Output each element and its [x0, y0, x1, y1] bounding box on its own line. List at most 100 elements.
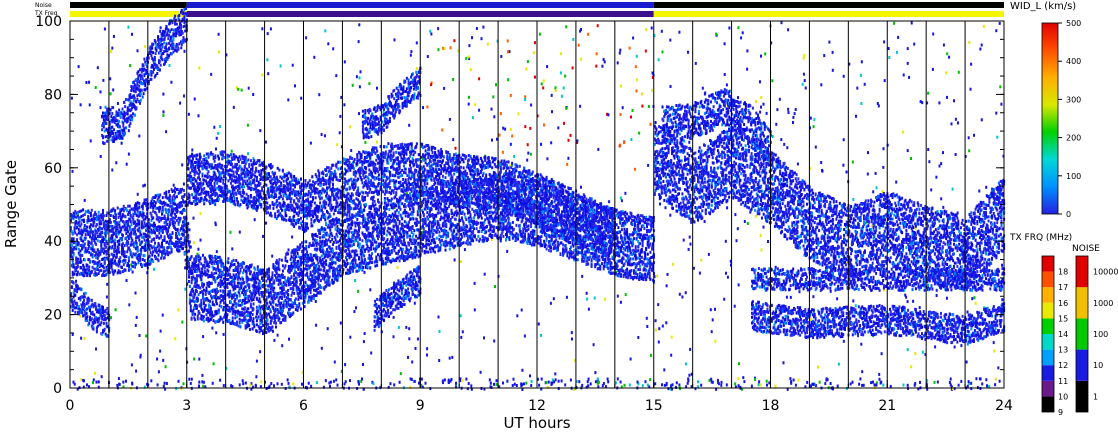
speckle [510, 94, 512, 97]
speckle [647, 164, 649, 167]
echo-cell [131, 239, 133, 242]
echo-cell [164, 256, 166, 259]
speckle [893, 22, 895, 25]
speckle [775, 385, 777, 388]
echo-cell [349, 230, 351, 233]
speckle [974, 296, 976, 299]
speckle [815, 146, 817, 149]
echo-cell [325, 259, 327, 262]
echo-cell [306, 251, 308, 254]
echo-cell [317, 262, 319, 265]
speckle [178, 380, 180, 383]
speckle [493, 115, 495, 118]
speckle [983, 25, 985, 28]
echo-cell [81, 248, 83, 251]
echo-cell [206, 313, 208, 316]
echo-cell [80, 260, 82, 263]
echo-cell [236, 275, 238, 278]
speckle [448, 381, 450, 384]
speckle [973, 134, 975, 137]
echo-cell [316, 239, 318, 242]
echo-cell [97, 248, 99, 251]
speckle [262, 235, 264, 238]
echo-cell [89, 260, 91, 263]
speckle [111, 169, 113, 172]
echo-cell [130, 220, 132, 223]
speckle [288, 248, 290, 251]
echo-cell [184, 193, 186, 196]
speckle [94, 372, 96, 375]
echo-cell [285, 284, 287, 287]
echo-cell [287, 293, 289, 296]
echo-cell [205, 293, 207, 296]
speckle [967, 311, 969, 314]
speckle [702, 87, 704, 90]
echo-cell [344, 220, 346, 223]
echo-cell [88, 241, 90, 244]
echo-cell [141, 236, 143, 239]
echo-cell [336, 247, 338, 250]
speckle [734, 382, 736, 385]
speckle [672, 383, 674, 386]
speckle [665, 206, 667, 209]
echo-cell [320, 279, 322, 282]
echo-cell [190, 246, 192, 249]
echo-cell [293, 278, 295, 281]
echo-cell [149, 248, 151, 251]
speckle [110, 50, 112, 53]
echo-cell [171, 251, 173, 254]
echo-cell [74, 210, 76, 213]
speckle [543, 79, 545, 82]
speckle [308, 382, 310, 385]
echo-cell [208, 265, 210, 268]
speckle [907, 348, 909, 351]
echo-cell [320, 286, 322, 289]
speckle [590, 382, 592, 385]
speckle [825, 379, 827, 382]
speckle [783, 143, 785, 146]
speckle [642, 384, 644, 387]
speckle [255, 375, 257, 378]
speckle [193, 217, 195, 220]
echo-cell [291, 294, 293, 297]
speckle [760, 234, 762, 237]
speckle [766, 276, 768, 279]
echo-cell [250, 305, 252, 308]
speckle [604, 298, 606, 301]
echo-cell [336, 225, 338, 228]
speckle [690, 243, 692, 246]
echo-cell [145, 198, 147, 201]
echo-cell [344, 237, 346, 240]
echo-cell [350, 207, 352, 210]
echo-cell [168, 190, 170, 193]
echo-cell [73, 237, 75, 240]
echo-cell [138, 222, 140, 225]
speckle [760, 55, 762, 58]
echo-cell [230, 301, 232, 304]
echo-cell [295, 255, 297, 258]
speckle [919, 381, 921, 384]
echo-cell [268, 326, 270, 329]
plot-area: 0 3 6 9 12 15 18 21 24 020406080100 UT hours Ran… [2, 7, 1013, 432]
echo-cell [172, 231, 174, 234]
echo-cell [272, 325, 274, 328]
speckle [159, 30, 161, 33]
echo-cell [138, 239, 140, 242]
speckle [572, 38, 574, 41]
echo-cell [211, 282, 213, 285]
speckle [510, 128, 512, 131]
speckle [252, 93, 254, 96]
speckle [470, 68, 472, 71]
echo-cell [232, 280, 234, 283]
speckle [747, 222, 749, 225]
speckle [946, 52, 948, 55]
echo-cell [152, 206, 154, 209]
echo-cell [99, 269, 101, 272]
echo-cell [88, 211, 90, 214]
speckle [100, 90, 102, 93]
echo-cell [99, 223, 101, 226]
echo-cell [170, 218, 172, 221]
speckle [551, 110, 553, 113]
echo-cell [271, 319, 273, 322]
